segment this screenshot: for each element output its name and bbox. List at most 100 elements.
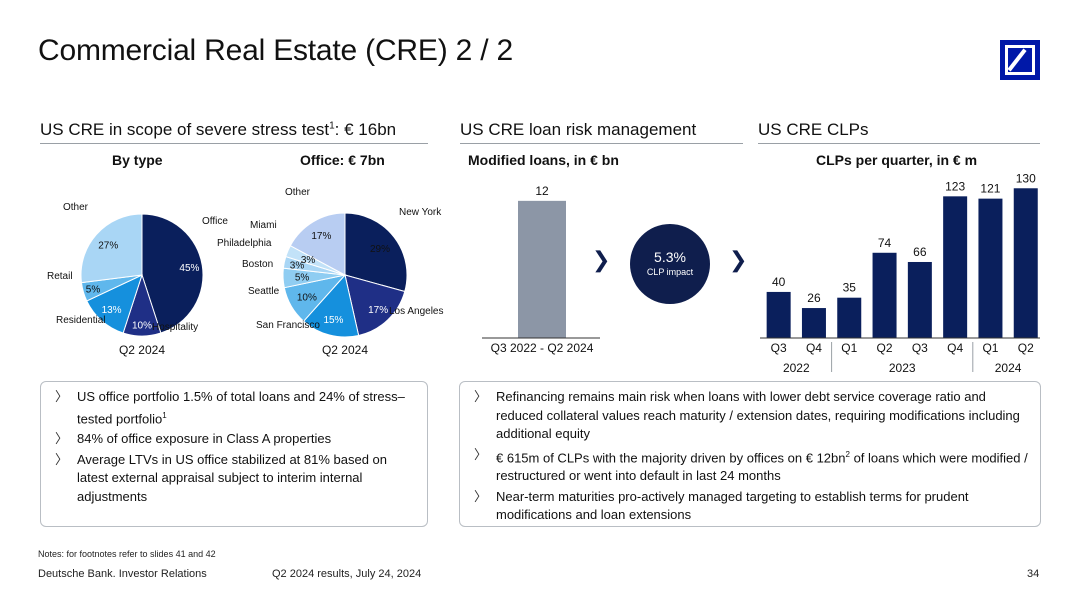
pie-label-san-francisco: San Francisco: [256, 320, 320, 331]
section-divider: [40, 143, 428, 144]
pie-slice-other: [289, 212, 346, 276]
x-tick-label: Q3: [912, 341, 928, 355]
x-tick-label: Q4: [947, 341, 963, 355]
bar-value-label: 121: [980, 182, 1000, 196]
pie-value-other: 27%: [98, 241, 118, 252]
bar-clp-4: [872, 252, 897, 338]
pie-value-philadelphia: 3%: [290, 260, 305, 271]
deutsche-bank-logo: [1000, 40, 1040, 80]
pie-caption: Q2 2024: [119, 343, 165, 357]
pie-slice-san-francisco: [302, 273, 360, 338]
bullet-chevron-icon: 〉: [55, 451, 69, 467]
bullet-item: 〉 Average LTVs in US office stabilized at…: [49, 451, 419, 507]
bullet-chevron-icon: 〉: [55, 431, 69, 447]
bar-clp-6: [943, 196, 968, 338]
pie-value-hospitality: 10%: [132, 321, 152, 332]
pie-value-other: 17%: [311, 231, 331, 242]
bullet-chevron-icon: 〉: [55, 389, 69, 404]
chevron-right-icon: ❯: [729, 247, 748, 272]
bar-clp-8: [1013, 188, 1038, 338]
pie-label-other: Other: [285, 187, 311, 198]
chart-title-clps: CLPs per quarter, in € m: [816, 152, 978, 168]
section-title-clps: US CRE CLPs: [758, 120, 869, 139]
bar-value-label: 66: [913, 245, 927, 259]
pie-slice-new-york: [344, 212, 408, 293]
page-title: Commercial Real Estate (CRE) 2 / 2: [38, 34, 514, 67]
year-group-label: 2023: [889, 361, 916, 375]
bullet-chevron-icon: 〉: [474, 488, 488, 504]
x-tick-label: Q1: [982, 341, 998, 355]
x-tick-label: Q3 2022 - Q2 2024: [491, 341, 594, 355]
bar-value-label: 12: [535, 184, 549, 198]
clp-impact-label: CLP impact: [646, 267, 694, 277]
bullet-item: 〉 US office portfolio 1.5% of total loans…: [49, 388, 419, 428]
section-title-loan-risk: US CRE loan risk management: [460, 120, 697, 139]
bar-clp-7: [978, 198, 1003, 338]
bar-clp-5: [907, 261, 932, 338]
footer-company: Deutsche Bank. Investor Relations: [38, 568, 207, 580]
year-group-label: 2024: [995, 361, 1022, 375]
pie-slice-other: [80, 213, 143, 284]
bar-chart-modified-loans: 12 Q3 2022 - Q2 2024: [482, 184, 600, 355]
bullet-item: 〉 84% of office exposure in Class A prope…: [49, 430, 419, 449]
pie-value-boston: 5%: [295, 273, 310, 284]
pie-label-philadelphia: Philadelphia: [217, 238, 272, 249]
pie-label-los-angeles: Los Angeles: [389, 306, 444, 317]
bullet-text: of loans which were modified / restructu…: [496, 449, 1028, 484]
year-group-label: 2022: [783, 361, 810, 375]
chevron-right-icon: ❯: [592, 247, 611, 272]
bullet-chevron-icon: 〉: [474, 389, 488, 404]
bullet-box-left: 〉 US office portfolio 1.5% of total loans…: [40, 381, 428, 527]
chart-title-modified-loans: Modified loans, in € bn: [468, 152, 619, 168]
bar-chart-clps: 40 Q3 26 Q4 35 Q1 74 Q2 66 Q3 123 Q4 121 Q1 130 Q2 2022…: [760, 171, 1040, 375]
pie-slice-office: [141, 213, 204, 334]
chart-title-by-type: By type: [112, 152, 163, 168]
bar-value-label: 26: [807, 291, 821, 305]
bullet-chevron-icon: 〉: [474, 446, 488, 462]
bar-value-label: 40: [772, 275, 786, 289]
clp-impact-circle: 5.3% CLP impact: [630, 224, 710, 304]
pie-value-seattle: 10%: [297, 293, 317, 304]
x-tick-label: Q2: [1018, 341, 1034, 355]
page-number: 34: [1027, 568, 1040, 580]
pie-label-seattle: Seattle: [248, 286, 280, 297]
bar-clp-3: [837, 297, 862, 338]
pie-label-other: Other: [63, 202, 89, 213]
footnote-ref: 2: [845, 449, 850, 459]
pie-caption: Q2 2024: [322, 343, 368, 357]
footnote-text: Notes: for footnotes refer to slides 41 …: [38, 549, 216, 559]
bar-clp-2: [801, 308, 826, 338]
section-divider: [758, 143, 1040, 144]
pie-label-residential: Residential: [56, 315, 105, 326]
footer-event: Q2 2024 results, July 24, 2024: [272, 568, 422, 580]
bullet-item: 〉 Refinancing remains main risk when loan…: [468, 388, 1032, 444]
bullet-text: US office portfolio 1.5% of total loans …: [77, 389, 405, 426]
pie-value-new-york: 29%: [370, 244, 390, 255]
pie-value-retail: 5%: [86, 285, 101, 296]
bullet-text: € 615m of CLPs with the majority driven …: [496, 449, 846, 465]
bullet-item: 〉 € 615m of CLPs with the majority driven…: [468, 446, 1032, 486]
bullet-text: Refinancing remains main risk when loans…: [496, 389, 1020, 441]
bullet-item: 〉 Near-term maturities pro-actively manag…: [468, 488, 1032, 525]
bullet-text: 84% of office exposure in Class A proper…: [77, 431, 332, 447]
pie-value-office: 45%: [179, 263, 199, 274]
pie-value-los-angeles: 17%: [368, 305, 388, 316]
bar-value-label: 130: [1016, 171, 1036, 185]
pie-chart-office: 29% 17% 15% 10% 5% 3%3% 17% New York Los Angel…: [217, 187, 444, 357]
bar-value-label: 74: [878, 236, 892, 250]
x-tick-label: Q4: [806, 341, 822, 355]
bar-value-label: 123: [945, 179, 965, 193]
clp-impact-value: 5.3%: [654, 249, 686, 265]
pie-slice-los-angeles: [344, 274, 406, 337]
pie-value-miami: 3%: [301, 255, 316, 266]
bullet-text: Near-term maturities pro-actively manage…: [496, 488, 969, 523]
bar-modified-loans: [518, 200, 566, 338]
bar-value-label: 35: [843, 281, 857, 295]
bar-clp-1: [766, 291, 791, 338]
bullet-box-right: 〉 Refinancing remains main risk when loan…: [459, 381, 1041, 527]
pie-label-retail: Retail: [47, 271, 73, 282]
section-divider: [460, 143, 743, 144]
chart-title-office: Office: € 7bn: [300, 152, 385, 168]
pie-label-office: Office: [202, 216, 228, 227]
pie-label-new-york: New York: [399, 207, 442, 218]
